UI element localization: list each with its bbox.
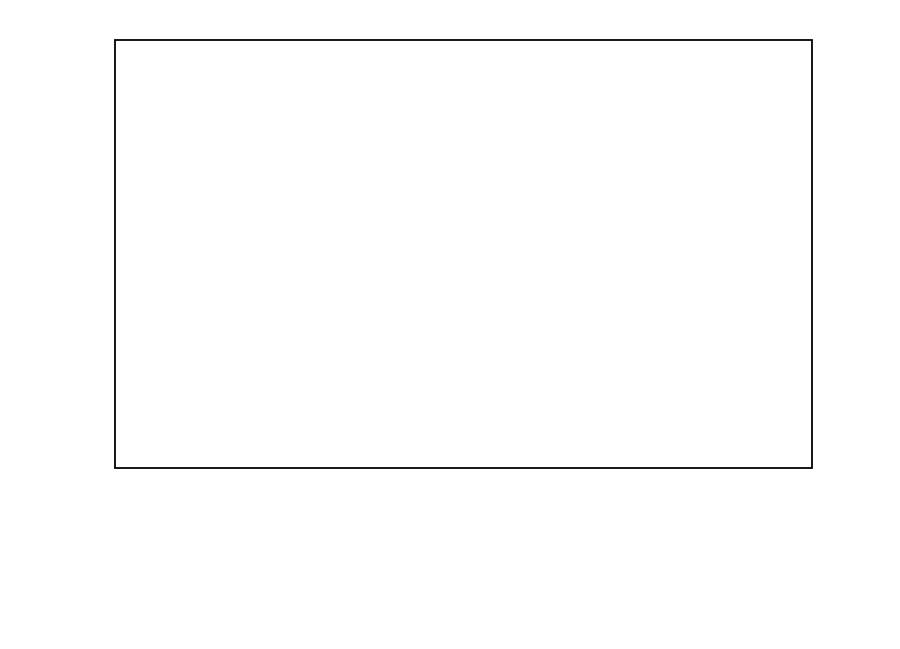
plot-frame: [114, 39, 813, 469]
